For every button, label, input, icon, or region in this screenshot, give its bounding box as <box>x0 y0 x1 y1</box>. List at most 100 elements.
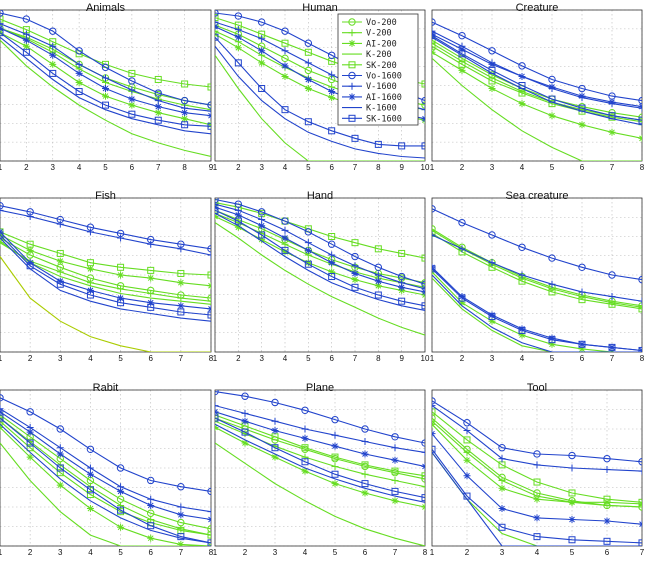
panel-title: Tool <box>527 382 547 394</box>
data-point <box>463 456 471 464</box>
x-tick-label: 2 <box>460 163 465 172</box>
data-point <box>234 12 243 20</box>
legend-marker <box>348 93 356 101</box>
data-point <box>281 217 289 225</box>
data-point <box>638 104 642 112</box>
data-point <box>488 47 496 55</box>
x-tick-label: 4 <box>520 354 525 363</box>
panel-tool: Tool 1 2 3 4 5 6 7 <box>430 382 645 557</box>
legend-entry: K-200 <box>342 50 392 60</box>
data-point <box>22 15 31 23</box>
series-line-v-1600 <box>432 30 642 109</box>
data-point <box>177 540 185 546</box>
series-line-sk-200 <box>432 411 642 503</box>
data-point <box>432 397 436 405</box>
data-point <box>432 231 436 239</box>
series-line-k-1600 <box>432 274 642 352</box>
data-point <box>49 69 57 77</box>
data-point <box>86 279 94 287</box>
data-point <box>147 299 155 307</box>
data-point <box>56 280 64 288</box>
series-line-sk-1600 <box>0 32 211 127</box>
data-point <box>463 436 471 444</box>
data-point <box>56 450 64 458</box>
series-line-vo-1600 <box>0 12 211 106</box>
series-line-k-200 <box>215 54 425 161</box>
data-point <box>75 69 83 77</box>
data-point <box>301 458 309 466</box>
series-line-k-200 <box>0 39 211 158</box>
data-point <box>0 206 4 214</box>
data-point <box>177 533 185 541</box>
series-line-v-1600 <box>0 408 211 513</box>
data-point <box>578 263 586 271</box>
data-point <box>638 303 642 311</box>
x-tick-label: 7 <box>610 163 615 172</box>
series-line-k-200 <box>215 222 425 336</box>
data-point <box>234 217 242 225</box>
data-point <box>258 59 266 67</box>
data-point <box>361 425 369 433</box>
x-tick-label: 4 <box>535 548 540 557</box>
data-point <box>234 223 242 231</box>
legend-marker <box>348 39 356 47</box>
data-point <box>22 48 30 56</box>
data-point <box>177 503 185 511</box>
data-point <box>147 266 155 274</box>
data-point <box>26 428 34 436</box>
data-point <box>86 445 95 453</box>
data-point <box>548 336 556 344</box>
data-point <box>241 417 249 425</box>
data-point <box>207 525 211 533</box>
data-point <box>22 36 30 44</box>
data-point <box>234 26 242 34</box>
data-point <box>147 501 155 509</box>
legend-label: V-1600 <box>366 82 397 92</box>
data-point <box>421 439 425 447</box>
data-point <box>432 430 436 438</box>
x-tick-label: 6 <box>580 354 585 363</box>
data-point <box>147 303 155 311</box>
x-tick-label: 2 <box>236 163 241 172</box>
data-point <box>215 212 219 220</box>
data-point <box>102 74 109 82</box>
plot-frame <box>431 9 643 162</box>
data-point <box>257 208 266 216</box>
data-point <box>421 288 425 296</box>
data-point <box>86 470 94 478</box>
series-group <box>432 18 642 161</box>
series-line-k-1600 <box>215 423 425 503</box>
panel-title: Hand <box>307 190 333 202</box>
data-point <box>391 487 399 495</box>
x-tick-label: 7 <box>156 163 161 172</box>
data-point <box>207 515 211 523</box>
series-line-sk-200 <box>215 414 425 477</box>
data-point <box>421 106 425 114</box>
data-point <box>361 437 369 445</box>
data-point <box>271 398 279 407</box>
x-tick-label: 6 <box>329 354 334 363</box>
data-point <box>391 444 399 452</box>
legend-entry: Vo-1600 <box>342 72 402 82</box>
data-point <box>432 402 436 410</box>
data-point <box>578 84 586 93</box>
series-line-vo-200 <box>432 39 642 118</box>
panel-hand: Hand 1 2 3 4 5 6 7 8 9 10 <box>213 190 430 363</box>
data-point <box>102 101 109 109</box>
x-tick-label: 9 <box>399 163 404 172</box>
data-point <box>533 478 541 486</box>
x-tick-label: 3 <box>490 354 495 363</box>
series-line-vo-1600 <box>0 205 211 250</box>
series-group <box>0 10 211 158</box>
data-point <box>578 288 586 296</box>
data-point <box>0 394 4 402</box>
data-point <box>578 121 586 129</box>
data-point <box>177 302 185 310</box>
data-point <box>207 101 211 109</box>
data-point <box>421 472 425 480</box>
series-line-k-1600 <box>0 423 211 544</box>
series-line-k-200-olive- <box>0 256 211 352</box>
data-point <box>374 277 382 285</box>
data-point <box>361 489 369 497</box>
data-point <box>518 100 526 108</box>
